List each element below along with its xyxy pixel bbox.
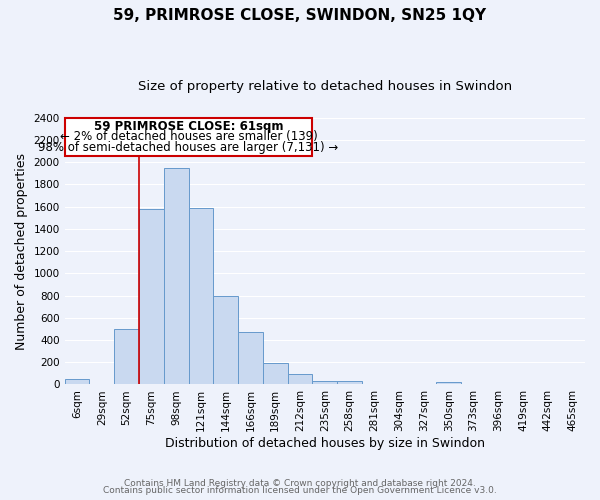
- Bar: [188, 208, 214, 384]
- Text: ← 2% of detached houses are smaller (139): ← 2% of detached houses are smaller (139…: [59, 130, 317, 143]
- Text: Contains HM Land Registry data © Crown copyright and database right 2024.: Contains HM Land Registry data © Crown c…: [124, 478, 476, 488]
- Text: 59, PRIMROSE CLOSE, SWINDON, SN25 1QY: 59, PRIMROSE CLOSE, SWINDON, SN25 1QY: [113, 8, 487, 22]
- Y-axis label: Number of detached properties: Number of detached properties: [15, 152, 28, 350]
- Bar: [164, 168, 188, 384]
- X-axis label: Distribution of detached houses by size in Swindon: Distribution of detached houses by size …: [165, 437, 485, 450]
- Bar: [287, 374, 313, 384]
- Text: 98% of semi-detached houses are larger (7,131) →: 98% of semi-detached houses are larger (…: [38, 140, 338, 153]
- Text: Contains public sector information licensed under the Open Government Licence v3: Contains public sector information licen…: [103, 486, 497, 495]
- Bar: [114, 329, 139, 384]
- Title: Size of property relative to detached houses in Swindon: Size of property relative to detached ho…: [138, 80, 512, 93]
- Bar: [65, 379, 89, 384]
- Bar: [214, 296, 238, 384]
- Bar: [238, 332, 263, 384]
- Bar: [263, 364, 287, 384]
- Bar: [337, 381, 362, 384]
- Bar: [139, 209, 164, 384]
- Text: 59 PRIMROSE CLOSE: 61sqm: 59 PRIMROSE CLOSE: 61sqm: [94, 120, 283, 132]
- Bar: [436, 382, 461, 384]
- Bar: [313, 380, 337, 384]
